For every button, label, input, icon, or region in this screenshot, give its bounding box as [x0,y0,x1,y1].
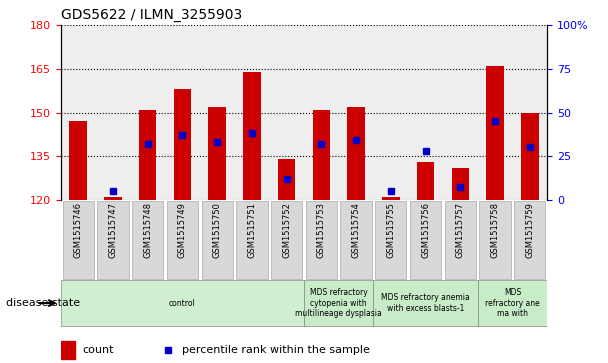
FancyBboxPatch shape [306,201,337,279]
FancyBboxPatch shape [61,281,304,326]
Text: GSM1515748: GSM1515748 [143,202,152,258]
Bar [521,113,539,200]
FancyBboxPatch shape [340,201,371,279]
Bar [174,89,191,200]
Text: GSM1515751: GSM1515751 [247,202,257,258]
Text: percentile rank within the sample: percentile rank within the sample [182,345,370,355]
FancyBboxPatch shape [304,281,373,326]
Text: count: count [83,345,114,355]
Text: control: control [169,299,196,307]
FancyBboxPatch shape [167,201,198,279]
Bar [61,341,75,359]
FancyBboxPatch shape [97,201,128,279]
Bar [417,162,434,200]
Bar [139,110,156,200]
FancyBboxPatch shape [514,201,545,279]
Bar [347,107,365,200]
FancyBboxPatch shape [237,201,268,279]
FancyBboxPatch shape [373,281,478,326]
Bar [209,107,226,200]
Text: GSM1515752: GSM1515752 [282,202,291,258]
Text: GSM1515758: GSM1515758 [491,202,500,258]
FancyBboxPatch shape [271,201,302,279]
Text: GSM1515754: GSM1515754 [351,202,361,258]
Text: GSM1515749: GSM1515749 [178,202,187,258]
FancyBboxPatch shape [63,201,94,279]
Bar [69,121,87,200]
FancyBboxPatch shape [375,201,407,279]
FancyBboxPatch shape [132,201,164,279]
Bar [452,168,469,200]
Text: GDS5622 / ILMN_3255903: GDS5622 / ILMN_3255903 [61,8,242,22]
Text: MDS refractory anemia
with excess blasts-1: MDS refractory anemia with excess blasts… [381,293,470,313]
Bar [243,72,261,200]
Text: MDS
refractory ane
ma with: MDS refractory ane ma with [485,288,540,318]
FancyBboxPatch shape [201,201,233,279]
Text: GSM1515747: GSM1515747 [108,202,117,258]
Text: GSM1515746: GSM1515746 [74,202,83,258]
Bar [278,159,295,200]
FancyBboxPatch shape [480,201,511,279]
Bar [486,66,504,200]
Bar [313,110,330,200]
Bar [104,197,122,200]
FancyBboxPatch shape [410,201,441,279]
Text: GSM1515750: GSM1515750 [213,202,222,258]
Bar [382,197,399,200]
Text: GSM1515756: GSM1515756 [421,202,430,258]
FancyBboxPatch shape [444,201,476,279]
Text: GSM1515753: GSM1515753 [317,202,326,258]
Text: GSM1515755: GSM1515755 [386,202,395,258]
Text: GSM1515757: GSM1515757 [456,202,465,258]
Text: disease state: disease state [6,298,80,308]
Text: MDS refractory
cytopenia with
multilineage dysplasia: MDS refractory cytopenia with multilinea… [295,288,382,318]
Text: GSM1515759: GSM1515759 [525,202,534,258]
FancyBboxPatch shape [478,281,547,326]
